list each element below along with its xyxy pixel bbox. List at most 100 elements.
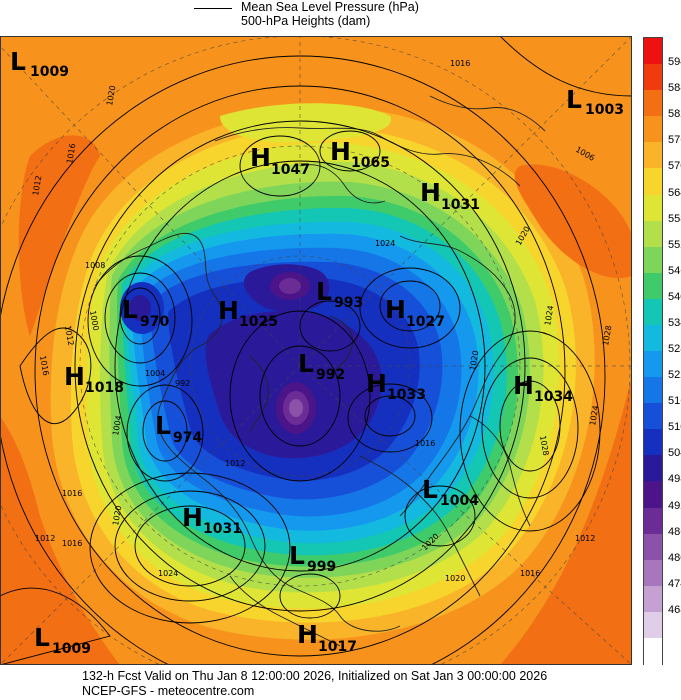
isobar-label: 1028 <box>538 435 550 457</box>
isobar-label: 1012 <box>31 175 43 197</box>
color-scale-label: 552 <box>668 238 681 251</box>
height-field-564-north-pacific <box>220 103 392 143</box>
color-scale-swatch <box>644 220 662 248</box>
color-scale-swatch <box>644 324 662 352</box>
color-scale-label: 498 <box>668 473 681 486</box>
pressure-center-type: H <box>297 620 318 649</box>
pressure-center-value: 993 <box>334 295 363 311</box>
color-scale-label: 570 <box>668 160 681 173</box>
pressure-center-type: H <box>182 503 203 532</box>
pressure-center-type: H <box>385 295 406 324</box>
isobar-label: 1004 <box>145 369 165 378</box>
pressure-center-value: 970 <box>140 314 169 330</box>
color-scale-label: 516 <box>668 395 681 408</box>
pressure-center-value: 1025 <box>239 314 278 330</box>
pressure-center-type: H <box>250 143 271 172</box>
height-field-582-west-ridge <box>18 135 100 336</box>
pressure-center-value: 1004 <box>440 493 479 509</box>
color-scale-label: 468 <box>668 603 681 616</box>
pressure-center-value: 1047 <box>271 162 310 178</box>
pressure-center-value: 1031 <box>441 197 480 213</box>
isobar-label: 1008 <box>85 261 105 270</box>
color-scale-swatch <box>644 559 662 587</box>
isobar-label: 1016 <box>62 539 82 548</box>
height-field-588-east-band <box>500 376 632 665</box>
pressure-center-value: 1009 <box>30 64 69 80</box>
pressure-center-high: H 1033 <box>366 369 426 403</box>
color-scale-label: 546 <box>668 264 681 277</box>
color-scale-label: 594 <box>668 56 681 69</box>
isobar-label: 1016 <box>62 489 82 498</box>
pressure-center-low: L 1003 <box>566 85 624 118</box>
isobar-label: 1020 <box>468 350 480 372</box>
pressure-center-value: 974 <box>173 430 202 446</box>
color-scale-label: 492 <box>668 499 681 512</box>
pressure-center-type: L <box>316 277 332 306</box>
isobar-label: 1020 <box>445 574 465 583</box>
pressure-center-type: H <box>420 178 441 207</box>
height-field-486 <box>289 399 303 417</box>
color-scale-swatch <box>644 429 662 456</box>
pressure-center-high: H 1065 <box>330 137 390 171</box>
color-scale-swatch <box>644 637 662 665</box>
color-scale-label: 534 <box>668 316 681 329</box>
model-source-credit: NCEP-GFS - meteocentre.com <box>82 684 255 698</box>
pressure-center-high: H 1018 <box>64 362 124 396</box>
isobar-label: 992 <box>175 379 190 388</box>
map-border <box>0 36 632 665</box>
color-scale-swatch <box>644 507 662 535</box>
isobar-label: 1020 <box>105 85 117 107</box>
pressure-center-low: L 1009 <box>10 47 69 80</box>
pressure-center-high: H 1031 <box>420 178 480 213</box>
pressure-center-high: H 1027 <box>385 295 445 330</box>
pressure-center-type: L <box>289 541 305 570</box>
pressure-center-type: L <box>155 411 171 440</box>
color-scale-swatch <box>644 377 662 404</box>
pressure-center-type: H <box>366 369 387 398</box>
weather-map: 1016 1020 1012 1016 1006 1008 1012 1016 … <box>0 36 632 665</box>
color-scale-swatch <box>644 272 662 300</box>
pressure-center-type: L <box>422 475 438 504</box>
color-scale-swatch <box>644 246 662 274</box>
color-scale-label: 528 <box>668 343 681 355</box>
pressure-center-value: 1034 <box>534 389 573 405</box>
color-scale-swatch <box>644 585 662 613</box>
pressure-center-low: L 999 <box>289 541 336 575</box>
pressure-center-value: 999 <box>307 559 336 575</box>
isobar-label: 1024 <box>158 569 178 578</box>
pressure-center-type: L <box>566 85 582 114</box>
pressure-center-value: 1031 <box>203 521 242 537</box>
pressure-center-value: 1065 <box>351 155 390 171</box>
pressure-center-value: 1017 <box>318 639 357 655</box>
color-scale-swatch <box>644 298 662 326</box>
color-scale-label: 522 <box>668 369 681 382</box>
isobar-label: 1012 <box>225 459 245 468</box>
coastlines <box>94 95 546 647</box>
pressure-center-low: L 1009 <box>34 623 91 657</box>
color-scale-label: 486 <box>668 525 681 538</box>
color-scale-label: 582 <box>668 108 681 121</box>
color-scale-label: 480 <box>668 551 681 564</box>
isobars <box>0 36 632 665</box>
pressure-center-high: H 1031 <box>182 503 242 537</box>
color-scale-label: 576 <box>668 134 681 147</box>
color-scale-label: 558 <box>668 212 681 225</box>
color-scale-label: 540 <box>668 290 681 303</box>
color-scale-swatch <box>644 611 662 639</box>
isobar-label: 1016 <box>38 355 50 377</box>
color-scale-swatch <box>644 142 662 169</box>
isobar-label: 1004 <box>111 415 123 437</box>
height-field-588-south-band <box>0 416 120 665</box>
pressure-center-low: L 992 <box>298 349 345 383</box>
pressure-center-type: L <box>298 349 314 378</box>
pressure-center-low: L 974 <box>155 411 202 446</box>
pressure-centers: L 1009 L 1003 H 1047 H 1065 H 1031 <box>10 47 624 657</box>
pressure-center-high: H 1047 <box>250 143 310 178</box>
color-scale-swatch <box>644 351 662 378</box>
map-header: Mean Sea Level Pressure (hPa) 500-hPa He… <box>0 0 681 36</box>
pressure-center-value: 1009 <box>52 641 91 657</box>
color-scale-label: 510 <box>668 421 681 434</box>
pressure-center-value: 1018 <box>85 380 124 396</box>
pressure-center-type: L <box>10 47 26 76</box>
height-field-582-east-ridge <box>514 164 632 278</box>
